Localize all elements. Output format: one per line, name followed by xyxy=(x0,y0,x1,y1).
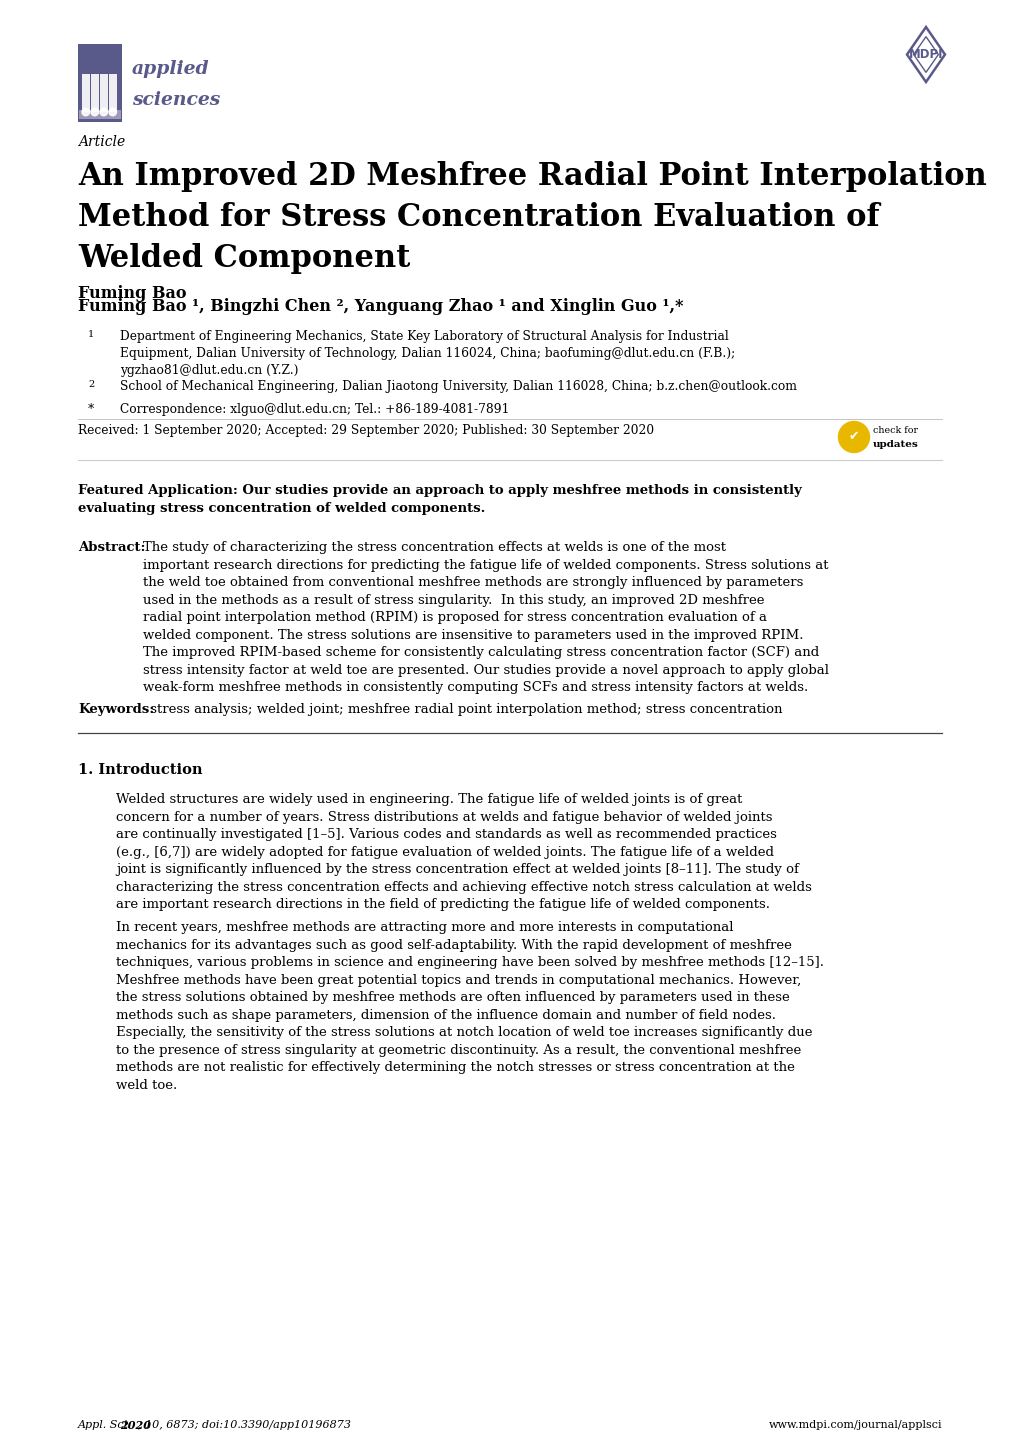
FancyBboxPatch shape xyxy=(91,62,99,71)
Text: 1. Introduction: 1. Introduction xyxy=(77,763,203,777)
Text: Department of Engineering Mechanics, State Key Laboratory of Structural Analysis: Department of Engineering Mechanics, Sta… xyxy=(120,330,735,376)
Text: Article: Article xyxy=(77,136,125,149)
Circle shape xyxy=(91,108,99,115)
FancyBboxPatch shape xyxy=(77,45,122,123)
Text: Correspondence: xlguo@dlut.edu.cn; Tel.: +86-189-4081-7891: Correspondence: xlguo@dlut.edu.cn; Tel.:… xyxy=(120,402,508,415)
Circle shape xyxy=(109,108,116,115)
Text: Welded structures are widely used in engineering. The fatigue life of welded joi: Welded structures are widely used in eng… xyxy=(116,793,811,911)
Text: Abstract:: Abstract: xyxy=(77,541,146,554)
Text: 2: 2 xyxy=(88,381,94,389)
Text: 2020: 2020 xyxy=(120,1420,151,1430)
Text: In recent years, meshfree methods are attracting more and more interests in comp: In recent years, meshfree methods are at… xyxy=(116,921,823,1092)
FancyBboxPatch shape xyxy=(91,74,99,112)
Circle shape xyxy=(100,108,107,115)
Text: check for: check for xyxy=(872,425,917,434)
Text: *: * xyxy=(88,402,94,415)
Circle shape xyxy=(82,108,90,115)
Text: www.mdpi.com/journal/applsci: www.mdpi.com/journal/applsci xyxy=(767,1420,942,1430)
Text: , 10, 6873; doi:10.3390/app10196873: , 10, 6873; doi:10.3390/app10196873 xyxy=(138,1420,351,1430)
Text: Welded Component: Welded Component xyxy=(77,244,410,274)
Text: applied: applied xyxy=(131,61,210,78)
Text: Appl. Sci.: Appl. Sci. xyxy=(77,1420,135,1430)
Text: stress analysis; welded joint; meshfree radial point interpolation method; stres: stress analysis; welded joint; meshfree … xyxy=(146,704,782,717)
Text: updates: updates xyxy=(872,440,918,448)
FancyBboxPatch shape xyxy=(100,74,107,112)
FancyBboxPatch shape xyxy=(100,62,107,71)
Text: Method for Stress Concentration Evaluation of: Method for Stress Concentration Evaluati… xyxy=(77,202,878,234)
Text: Fuming Bao ¹, Bingzhi Chen ², Yanguang Zhao ¹ and Xinglin Guo ¹,*: Fuming Bao ¹, Bingzhi Chen ², Yanguang Z… xyxy=(77,298,683,314)
Text: 1: 1 xyxy=(88,330,94,339)
Text: Fuming Bao: Fuming Bao xyxy=(77,286,186,301)
Text: sciences: sciences xyxy=(131,91,220,110)
Text: ✔: ✔ xyxy=(848,430,858,443)
Circle shape xyxy=(838,421,868,453)
Text: An Improved 2D Meshfree Radial Point Interpolation: An Improved 2D Meshfree Radial Point Int… xyxy=(77,162,986,192)
Text: School of Mechanical Engineering, Dalian Jiaotong University, Dalian 116028, Chi: School of Mechanical Engineering, Dalian… xyxy=(120,381,796,394)
Text: The study of characterizing the stress concentration effects at welds is one of : The study of characterizing the stress c… xyxy=(143,541,828,694)
Text: Featured Application: Our studies provide an approach to apply meshfree methods : Featured Application: Our studies provid… xyxy=(77,485,801,515)
FancyBboxPatch shape xyxy=(109,62,116,71)
FancyBboxPatch shape xyxy=(82,74,90,112)
FancyBboxPatch shape xyxy=(82,62,90,71)
FancyBboxPatch shape xyxy=(78,110,121,120)
Text: MDPI: MDPI xyxy=(908,48,943,61)
FancyBboxPatch shape xyxy=(109,74,116,112)
Text: Keywords:: Keywords: xyxy=(77,704,154,717)
Text: Received: 1 September 2020; Accepted: 29 September 2020; Published: 30 September: Received: 1 September 2020; Accepted: 29… xyxy=(77,424,653,437)
